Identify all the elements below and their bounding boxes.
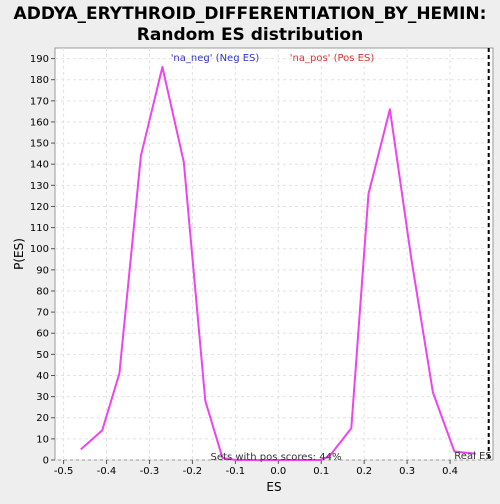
y-tick-label: 100: [30, 244, 49, 255]
y-tick-label: 160: [30, 117, 49, 128]
y-tick-label: 40: [36, 371, 49, 382]
x-tick-label: -0.2: [183, 466, 203, 477]
y-tick-label: 130: [30, 181, 49, 192]
y-axis-label: P(ES): [12, 238, 26, 270]
chart-title-line1: ADDYA_ERYTHROID_DIFFERENTIATION_BY_HEMIN…: [14, 4, 487, 24]
pos-scores-annotation: Sets with pos scores: 44%: [211, 452, 342, 463]
y-tick-label: 150: [30, 139, 49, 150]
y-tick-label: 170: [30, 96, 49, 107]
y-tick-label: 20: [36, 413, 49, 424]
legend-pos: 'na_pos' (Pos ES): [290, 53, 375, 64]
y-tick-label: 50: [36, 350, 49, 361]
chart-title-line2: Random ES distribution: [137, 25, 363, 45]
y-tick-label: 60: [36, 329, 49, 340]
x-tick-label: 0.4: [442, 466, 458, 477]
axis-ticks: 0 10 20 30 40 50 60 70 80 90 100 110 120 130 140 150 160…: [30, 54, 458, 477]
x-tick-label: 0.2: [356, 466, 372, 477]
y-tick-label: 10: [36, 434, 49, 445]
series-line: [80, 66, 476, 461]
y-tick-label: 30: [36, 392, 49, 403]
y-tick-label: 0: [43, 456, 49, 467]
x-tick-label: 0.3: [399, 466, 415, 477]
x-tick-label: -0.5: [54, 466, 74, 477]
series-layer: [80, 66, 476, 461]
y-tick-label: 140: [30, 160, 49, 171]
real-es-label: Real ES: [454, 451, 491, 462]
x-tick-label: -0.3: [140, 466, 160, 477]
x-tick-label: 0.1: [313, 466, 329, 477]
x-axis-label: ES: [266, 480, 281, 494]
x-tick-label: -0.4: [97, 466, 117, 477]
y-tick-label: 110: [30, 223, 49, 234]
y-tick-label: 190: [30, 54, 49, 65]
y-tick-label: 120: [30, 202, 49, 213]
y-tick-label: 90: [36, 265, 49, 276]
plot-area: [54, 47, 494, 461]
legend-neg: 'na_neg' (Neg ES): [171, 53, 260, 64]
x-tick-label: 0.0: [270, 466, 286, 477]
grid: [55, 48, 493, 461]
y-tick-label: 80: [36, 286, 49, 297]
x-tick-label: -0.1: [226, 466, 246, 477]
y-tick-label: 180: [30, 75, 49, 86]
y-tick-label: 70: [36, 308, 49, 319]
